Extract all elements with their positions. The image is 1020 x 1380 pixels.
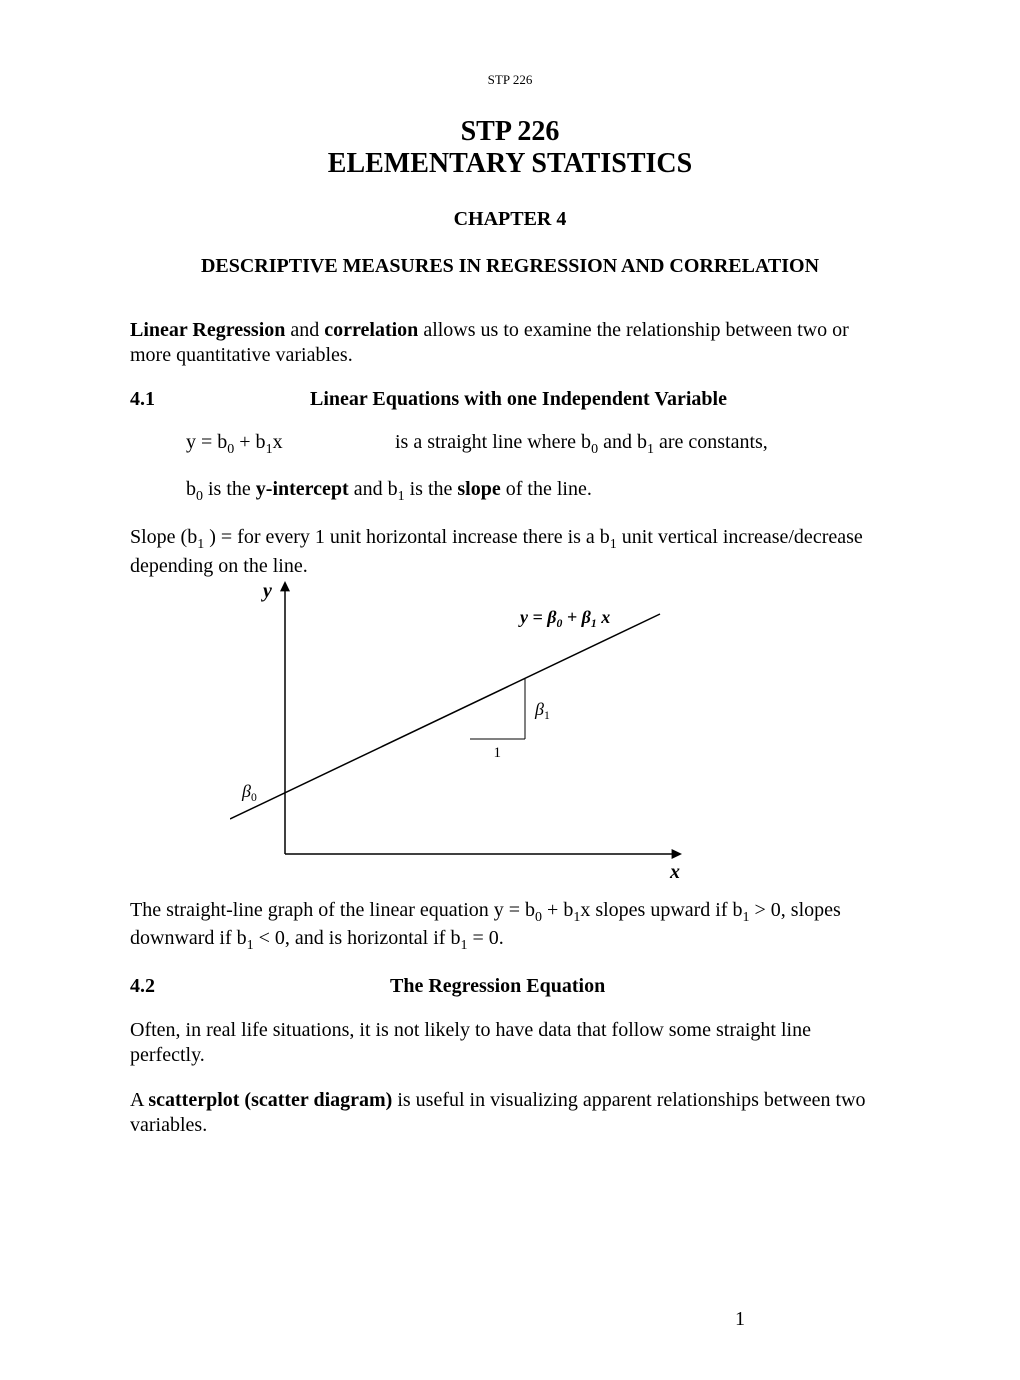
body-text: Slope (b bbox=[130, 526, 197, 548]
document-title: STP 226 ELEMENTARY STATISTICS bbox=[130, 116, 890, 180]
body-text: b bbox=[186, 478, 196, 500]
body-text: of the line. bbox=[501, 478, 592, 500]
section-title: Linear Equations with one Independent Va… bbox=[310, 388, 727, 410]
body-text: is a straight line where b bbox=[395, 431, 591, 453]
body-text: and bbox=[285, 319, 324, 341]
paragraph: A scatterplot (scatter diagram) is usefu… bbox=[130, 1088, 890, 1138]
paragraph: Often, in real life situations, it is no… bbox=[130, 1018, 890, 1068]
svg-text:β1: β1 bbox=[534, 699, 550, 722]
subscript: 1 bbox=[266, 442, 273, 457]
svg-text:1: 1 bbox=[494, 745, 502, 761]
bold-text: y-intercept bbox=[256, 478, 349, 500]
svg-text:y = β0 + β1 x: y = β0 + β1 x bbox=[518, 607, 610, 630]
linear-equation-graph: y x y = β0 + β1 x β0 β1 1 bbox=[230, 579, 890, 894]
body-text: and b bbox=[598, 431, 647, 453]
definition-line: b0 is the y-intercept and b1 is the slop… bbox=[186, 478, 890, 505]
body-text: is the bbox=[203, 478, 256, 500]
subscript: 1 bbox=[247, 938, 254, 953]
slope-definition: Slope (b 1 ) = for every 1 unit horizonta… bbox=[130, 525, 890, 579]
body-text: = 0. bbox=[467, 927, 503, 949]
intro-paragraph: Linear Regression and correlation allows… bbox=[130, 318, 890, 368]
subscript: 1 bbox=[647, 442, 654, 457]
body-text: x slopes upward if b bbox=[580, 899, 742, 921]
subscript: 0 bbox=[591, 442, 598, 457]
subscript: 0 bbox=[535, 910, 542, 925]
slope-direction-text: The straight-line graph of the linear eq… bbox=[130, 898, 890, 955]
body-text: + b bbox=[234, 431, 265, 453]
bold-text: slope bbox=[457, 478, 500, 500]
title-line-1: STP 226 bbox=[461, 116, 560, 147]
body-text: are constants, bbox=[654, 431, 768, 453]
body-text: A bbox=[130, 1089, 148, 1111]
subscript: 0 bbox=[196, 489, 203, 504]
body-text: < 0, and is horizontal if b bbox=[254, 927, 461, 949]
section-heading-4-2: 4.2The Regression Equation bbox=[130, 975, 890, 998]
body-text: x bbox=[273, 431, 283, 453]
subscript: 1 bbox=[743, 910, 750, 925]
body-text: + b bbox=[542, 899, 573, 921]
svg-text:y: y bbox=[261, 580, 272, 602]
body-text: is the bbox=[405, 478, 458, 500]
section-number: 4.2 bbox=[130, 975, 390, 998]
body-text: y = b bbox=[186, 431, 227, 453]
subscript: 1 bbox=[610, 537, 617, 552]
equation-line: y = b0 + b1x is a straight line where b0… bbox=[186, 431, 890, 458]
section-heading-4-1: 4.1Linear Equations with one Independent… bbox=[130, 388, 890, 411]
bold-text: Linear Regression bbox=[130, 319, 285, 341]
chapter-heading: CHAPTER 4 bbox=[130, 208, 890, 231]
body-text: The straight-line graph of the linear eq… bbox=[130, 899, 535, 921]
page-header: STP 226 bbox=[130, 72, 890, 88]
body-text: and b bbox=[349, 478, 398, 500]
subscript: 1 bbox=[398, 489, 405, 504]
chapter-subtitle: DESCRIPTIVE MEASURES IN REGRESSION AND C… bbox=[130, 255, 890, 278]
page-number: 1 bbox=[735, 1308, 745, 1331]
body-text: ) = for every 1 unit horizontal increase… bbox=[204, 526, 610, 548]
title-line-2: ELEMENTARY STATISTICS bbox=[328, 148, 692, 179]
svg-text:β0: β0 bbox=[241, 781, 257, 804]
svg-text:x: x bbox=[669, 861, 680, 883]
section-title: The Regression Equation bbox=[390, 975, 605, 997]
bold-text: scatterplot (scatter diagram) bbox=[148, 1089, 392, 1111]
section-number: 4.1 bbox=[130, 388, 310, 411]
bold-text: correlation bbox=[324, 319, 418, 341]
